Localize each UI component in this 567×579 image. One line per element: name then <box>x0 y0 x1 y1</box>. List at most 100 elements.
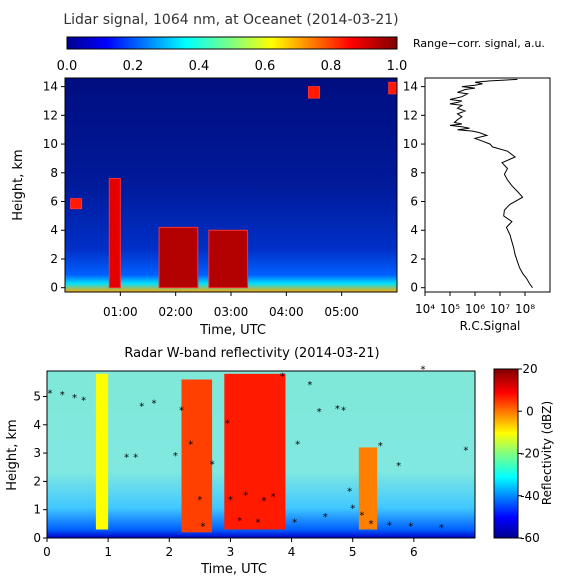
profile-series-line <box>449 78 533 288</box>
lidar-cloud-feature <box>108 178 121 289</box>
radar-marker: * <box>350 503 355 514</box>
radar-marker: * <box>243 491 248 502</box>
lidar-y-tick-label: 0 <box>50 281 58 295</box>
lidar-title: Lidar signal, 1064 nm, at Oceanet (2014-… <box>63 12 398 28</box>
profile-y-tick-label: 0 <box>410 281 418 295</box>
radar-marker: * <box>292 517 297 528</box>
lidar-cloud-feature <box>208 229 249 289</box>
radar-cloud-feature <box>181 379 213 533</box>
lidar-y-tick-label: 2 <box>50 252 58 266</box>
lidar-cloud-feature <box>158 226 199 289</box>
lidar-colorbar-tick-label: 0.0 <box>57 59 78 74</box>
profile-y-tick-label: 2 <box>410 252 418 266</box>
radar-y-tick-label: 0 <box>33 531 41 545</box>
lidar-x-tick-label: 05:00 <box>324 305 359 319</box>
lidar-colorbar-tick-label: 0.8 <box>321 59 342 74</box>
radar-title: Radar W-band reflectivity (2014-03-21) <box>124 346 379 361</box>
radar-marker: * <box>60 390 65 401</box>
radar-marker: * <box>408 522 413 533</box>
radar-cloud-feature <box>224 373 286 530</box>
profile-y-tick-label: 4 <box>410 223 418 237</box>
radar-x-tick-label: 3 <box>227 545 235 559</box>
radar-colorbar-ticks: 20 0 -20 -40 -60 <box>518 362 540 545</box>
radar-colorbar-tick-label: 20 <box>522 362 537 376</box>
lidar-x-tick-label: 03:00 <box>214 305 249 319</box>
lidar-y-axis: 0 2 4 6 8 10 12 14 <box>43 80 65 295</box>
radar-marker: * <box>421 365 426 376</box>
profile-x-tick-label: 10⁸ <box>515 302 535 316</box>
radar-marker: * <box>262 496 267 507</box>
radar-colorbar-tick-label: -40 <box>520 489 540 503</box>
radar-marker: * <box>347 486 352 497</box>
radar-x-tick-label: 2 <box>165 545 173 559</box>
radar-marker: * <box>271 492 276 503</box>
radar-ylabel: Height, km <box>5 419 20 490</box>
radar-marker: * <box>228 495 233 506</box>
radar-marker: * <box>173 451 178 462</box>
radar-colorbar <box>493 368 519 539</box>
lidar-x-tick-label: 04:00 <box>269 305 304 319</box>
radar-marker: * <box>387 520 392 531</box>
lidar-y-tick-label: 6 <box>50 195 58 209</box>
radar-marker: * <box>335 404 340 415</box>
radar-colorbar-label: Reflectivity (dBZ) <box>540 401 554 505</box>
radar-marker: * <box>307 380 312 391</box>
profile-x-tick-label: 10⁶ <box>465 302 485 316</box>
radar-marker: * <box>179 406 184 417</box>
profile-y-tick-label: 10 <box>403 137 418 151</box>
radar-x-tick-label: 6 <box>410 545 418 559</box>
lidar-colorbar-tick-label: 1.0 <box>387 59 408 74</box>
profile-y-tick-label: 14 <box>403 80 418 94</box>
radar-marker: * <box>237 516 242 527</box>
lidar-y-tick-label: 8 <box>50 166 58 180</box>
radar-marker: * <box>369 519 374 530</box>
radar-marker: * <box>359 510 364 521</box>
profile-y-tick-label: 12 <box>403 108 418 122</box>
radar-y-axis: 0 1 2 3 4 5 <box>33 389 47 545</box>
radar-marker: * <box>439 523 444 534</box>
radar-cloud-feature <box>358 447 378 530</box>
radar-x-tick-label: 5 <box>349 545 357 559</box>
radar-marker: * <box>396 461 401 472</box>
radar-x-tick-label: 0 <box>43 545 51 559</box>
radar-x-axis: 0 1 2 3 4 5 6 <box>43 538 418 559</box>
radar-marker: * <box>255 517 260 528</box>
radar-marker: * <box>341 406 346 417</box>
radar-y-tick-label: 1 <box>33 503 41 517</box>
lidar-y-tick-label: 4 <box>50 223 58 237</box>
profile-y-tick-label: 6 <box>410 195 418 209</box>
radar-marker: * <box>323 512 328 523</box>
lidar-cloud-feature <box>307 86 321 99</box>
radar-marker: * <box>124 452 129 463</box>
radar-marker: * <box>133 452 138 463</box>
lidar-ylabel: Height, km <box>11 149 26 220</box>
profile-x-tick-label: 10⁵ <box>440 302 460 316</box>
radar-marker: * <box>48 389 53 400</box>
lidar-y-tick-label: 14 <box>43 80 58 94</box>
radar-x-tick-label: 4 <box>288 545 296 559</box>
radar-y-tick-label: 2 <box>33 474 41 488</box>
radar-plot-area: * * * * * * * * * * * * * * * * * * * * * * * * * * * * * * * * * * * * * * * * <box>46 365 476 539</box>
radar-marker: * <box>200 522 205 533</box>
profile-x-tick-label: 10⁴ <box>415 302 435 316</box>
radar-xlabel: Time, UTC <box>200 562 267 577</box>
radar-colorbar-tick-label: -20 <box>520 447 540 461</box>
lidar-plot-area <box>64 77 398 293</box>
profile-xlabel: R.C.Signal <box>460 319 521 333</box>
radar-marker: * <box>463 445 468 456</box>
lidar-cloud-feature <box>388 81 397 95</box>
lidar-x-axis: 01:00 02:00 03:00 04:00 05:00 <box>103 292 359 319</box>
lidar-x-tick-label: 01:00 <box>103 305 138 319</box>
profile-x-axis: 10⁴ 10⁵ 10⁶ 10⁷ 10⁸ <box>415 292 535 316</box>
profile-y-axis: 0 2 4 6 8 10 12 14 <box>403 80 425 295</box>
profile-plot-area <box>424 77 551 293</box>
radar-marker: * <box>72 393 77 404</box>
lidar-xlabel: Time, UTC <box>199 323 266 338</box>
lidar-y-tick-label: 12 <box>43 108 58 122</box>
radar-marker: * <box>139 401 144 412</box>
radar-marker: * <box>188 440 193 451</box>
radar-marker: * <box>317 407 322 418</box>
lidar-colorbar-label: Range−corr. signal, a.u. <box>413 37 545 50</box>
radar-y-tick-label: 3 <box>33 446 41 460</box>
